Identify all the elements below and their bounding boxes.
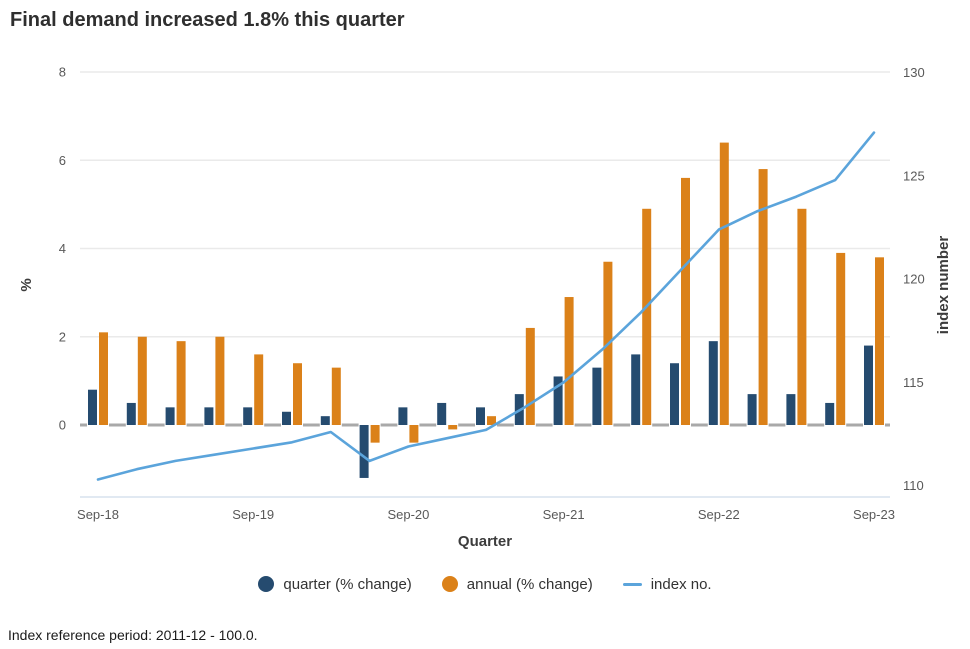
chart-title: Final demand increased 1.8% this quarter [10,9,405,31]
left-axis-title: % [18,278,35,291]
bar-quarter-Mar-20[interactable] [320,416,330,425]
bar-annual-Sep-23[interactable] [875,257,884,425]
bar-quarter-Mar-22[interactable] [631,354,641,425]
right-axis-title: index number [935,236,952,335]
bar-annual-Mar-21[interactable] [487,416,496,425]
bar-quarter-Dec-21[interactable] [592,367,602,425]
bar-annual-Dec-20[interactable] [448,425,458,430]
bar-annual-Sep-18[interactable] [99,332,108,425]
index-line-series[interactable] [96,131,876,481]
legend-label: annual (% change) [466,575,593,593]
bar-annual-Jun-20[interactable] [370,425,380,443]
bar-quarter-Mar-23[interactable] [786,394,796,425]
x-axis-tick-labels: Sep-18 Sep-19 Sep-20 Sep-21 Sep-22 Sep-23 [77,507,895,522]
right-axis-tick-130: 130 [903,65,925,80]
right-axis-tick-120: 120 [903,272,925,287]
bar-quarter-Sep-21[interactable] [553,376,563,425]
legend-item-quarter[interactable]: quarter (% change) [258,575,412,593]
x-axis-title: Quarter [458,533,512,550]
legend-circle-swatch-icon [258,576,275,592]
bar-annual-Mar-19[interactable] [176,341,186,425]
bar-quarter-Dec-19[interactable] [282,411,291,425]
legend-item-annual[interactable]: annual (% change) [441,575,593,593]
bar-quarter-Dec-22[interactable] [747,394,757,425]
left-axis-tick-2: 2 [59,329,66,344]
x-axis-tick-Sep-23: Sep-23 [853,507,895,522]
bar-annual-Mar-22[interactable] [642,208,652,425]
bar-annual-Mar-20[interactable] [331,367,341,425]
bar-annual-Sep-20[interactable] [409,425,419,443]
bar-quarter-Sep-18[interactable] [88,389,97,425]
left-axis-tick-labels: 0 2 4 6 8 [59,65,66,433]
bar-annual-Dec-19[interactable] [293,363,302,425]
bar-quarter-Dec-18[interactable] [126,402,136,425]
legend-label: index no. [650,575,712,593]
bar-annual-Dec-18[interactable] [137,336,147,425]
right-axis-tick-110: 110 [903,478,924,493]
chart-legend: quarter (% change) annual (% change) index… [0,571,970,597]
bar-annual-Jun-23[interactable] [836,252,846,425]
bar-annual-Jun-21[interactable] [525,327,535,425]
left-axis-tick-8: 8 [59,65,66,80]
bar-quarter-Mar-21[interactable] [476,407,485,425]
left-axis-tick-0: 0 [59,418,66,433]
bar-annual-Sep-22[interactable] [719,142,729,425]
legend-circle-swatch-icon [441,576,458,592]
x-axis-tick-Sep-22: Sep-22 [698,507,740,522]
bar-series-group [88,142,884,478]
bar-quarter-Mar-19[interactable] [165,407,175,425]
legend-label: quarter (% change) [283,575,412,593]
bar-annual-Sep-21[interactable] [564,297,574,425]
x-axis-tick-Sep-19: Sep-19 [232,507,274,522]
right-axis-tick-labels: 110 115 120 125 130 [903,65,925,493]
x-axis-tick-Sep-21: Sep-21 [543,507,585,522]
index-reference-note: Index reference period: 2011-12 - 100.0. [8,627,258,643]
gridlines [80,71,890,498]
bar-annual-Mar-23[interactable] [797,208,807,425]
right-axis-tick-115: 115 [903,375,924,390]
bar-annual-Jun-22[interactable] [681,177,690,425]
right-axis-tick-125: 125 [903,168,925,183]
bar-annual-Sep-19[interactable] [254,354,264,425]
bar-annual-Dec-22[interactable] [758,169,768,425]
left-axis-tick-6: 6 [59,153,66,168]
bar-annual-Jun-19[interactable] [215,336,225,425]
x-axis-tick-Sep-18: Sep-18 [77,507,119,522]
bar-quarter-Jun-19[interactable] [204,407,214,425]
bar-quarter-Jun-22[interactable] [670,363,679,425]
bar-quarter-Sep-20[interactable] [398,407,408,425]
legend-line-swatch-icon [622,582,642,586]
bar-quarter-Sep-22[interactable] [708,341,718,425]
bar-quarter-Sep-23[interactable] [864,345,873,425]
legend-item-index[interactable]: index no. [622,575,712,593]
bar-quarter-Dec-20[interactable] [437,402,447,425]
bar-quarter-Jun-20[interactable] [359,425,369,478]
x-axis-tick-Sep-20: Sep-20 [387,507,429,522]
left-axis-tick-4: 4 [59,241,66,256]
bar-quarter-Sep-19[interactable] [243,407,253,425]
bar-quarter-Jun-23[interactable] [825,402,835,425]
index-line-group [96,131,876,481]
